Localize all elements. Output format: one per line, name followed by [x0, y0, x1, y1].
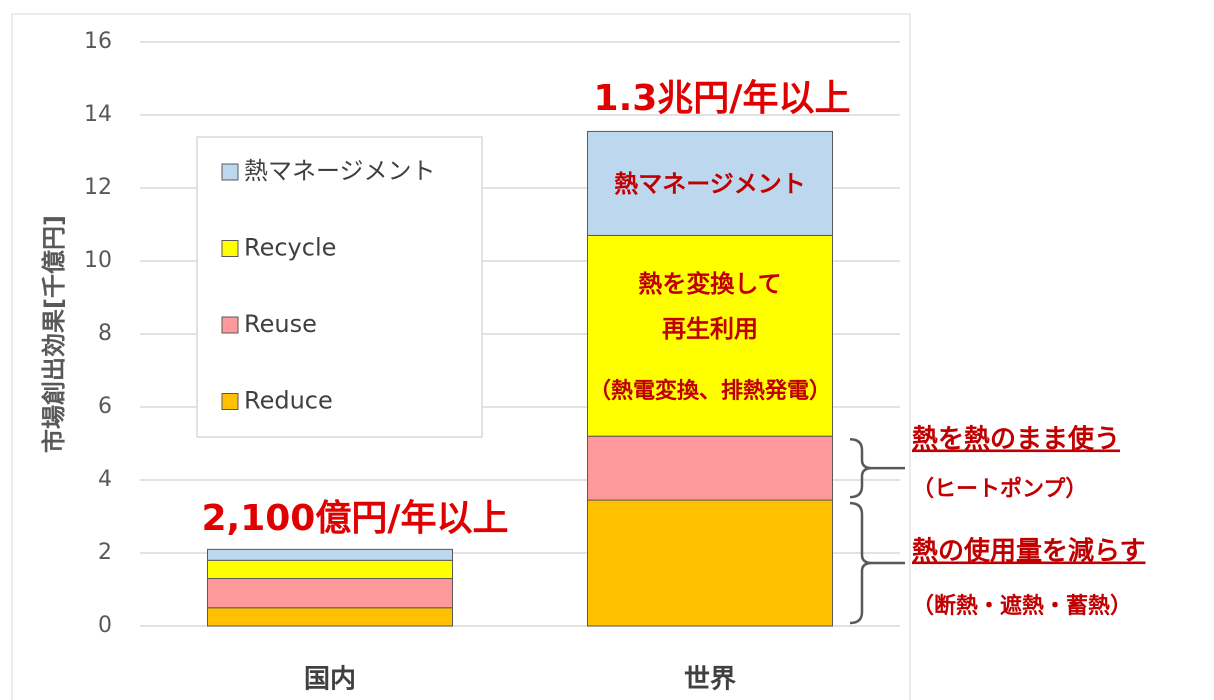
bar-segment [207, 607, 453, 627]
annotation: 2,100億円/年以上 [201, 498, 508, 539]
bar-segment [587, 234, 833, 437]
bar-segment [587, 435, 833, 501]
bar-segment [587, 499, 833, 627]
legend-swatch [221, 163, 239, 181]
y-axis-label: 市場創出効果[千億円] [40, 215, 68, 453]
legend-swatch [221, 240, 239, 257]
legend-swatch [221, 393, 239, 410]
bar-segment [587, 130, 833, 236]
y-tick-label: 12 [84, 175, 112, 200]
annotation: 熱マネージメント [614, 170, 806, 198]
annotation: 熱の使用量を減らす [912, 537, 1145, 567]
bar-segment [207, 578, 453, 609]
legend-label: Reuse [244, 310, 317, 338]
y-tick-label: 14 [84, 102, 112, 127]
legend-swatch [221, 316, 239, 334]
legend-label: Reduce [244, 387, 333, 415]
annotation: （断熱・遮熱・蓄熱） [912, 593, 1132, 619]
y-tick-label: 16 [84, 29, 112, 54]
annotation: 1.3兆円/年以上 [594, 78, 851, 119]
annotation: 熱を変換して [638, 270, 781, 298]
annotation: 熱を熱のまま使う [912, 425, 1120, 455]
x-tick-label: 世界 [684, 665, 736, 695]
y-tick-label: 4 [98, 467, 112, 492]
y-tick-label: 6 [98, 394, 112, 419]
annotation: （ヒートポンプ） [912, 476, 1087, 502]
legend-label: Recycle [244, 234, 336, 262]
legend-label: 熱マネージメント [244, 157, 436, 185]
annotation: 再生利用 [662, 315, 758, 343]
annotation: （熱電変換、排熱発電） [589, 378, 831, 404]
bar-segment [207, 548, 453, 561]
legend-box [196, 136, 483, 438]
y-tick-label: 10 [84, 248, 112, 273]
bar-segment [207, 559, 453, 580]
x-tick-label: 国内 [304, 665, 356, 695]
y-tick-label: 0 [98, 613, 112, 638]
y-tick-label: 2 [98, 540, 112, 565]
y-tick-label: 8 [98, 321, 112, 346]
